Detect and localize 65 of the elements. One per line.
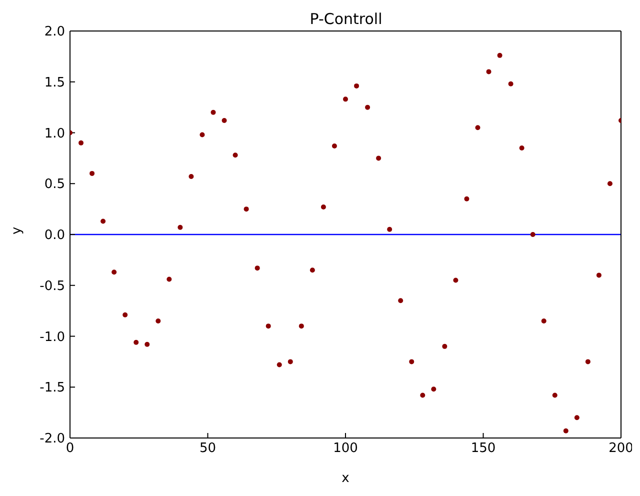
point (144, 342, 150, 347)
point (486, 69, 492, 74)
y-tick-label: 0.0 (44, 228, 65, 244)
point (90, 170, 95, 176)
point (210, 110, 216, 115)
point (112, 270, 117, 275)
point (497, 52, 502, 58)
point (134, 340, 139, 345)
point (310, 268, 315, 273)
point (354, 83, 360, 88)
point (596, 272, 602, 278)
point (343, 96, 348, 102)
point (519, 146, 524, 151)
point (298, 324, 304, 329)
y-tick-label: 1.0 (44, 126, 65, 142)
point (100, 218, 106, 224)
point (464, 196, 470, 202)
y-tick-label: -2.0 (40, 432, 65, 447)
point (387, 226, 392, 232)
point (563, 428, 568, 434)
point (156, 318, 161, 324)
y-tick-label: 1.5 (44, 75, 65, 90)
y-tick-label: 0.5 (44, 177, 65, 192)
point (166, 276, 172, 282)
point (254, 266, 260, 271)
point (453, 278, 458, 283)
x-axis-title: x (342, 471, 350, 486)
x-tick-label: 0 (66, 441, 74, 456)
point (475, 125, 480, 130)
point (431, 386, 436, 392)
point (244, 206, 249, 212)
point (398, 298, 404, 304)
x-tick-label: 150 (470, 441, 496, 456)
point (232, 152, 238, 158)
point (222, 118, 227, 124)
point (78, 140, 84, 146)
point (365, 104, 370, 110)
point (320, 204, 326, 210)
point (188, 174, 194, 180)
point (442, 344, 448, 349)
point (332, 143, 337, 148)
y-tick-label: -1.0 (40, 330, 65, 345)
y-tick-label: 2.0 (44, 24, 65, 40)
point (178, 224, 183, 230)
point (200, 132, 205, 138)
y-axis-title: y (10, 226, 25, 234)
point (607, 181, 612, 186)
point (585, 359, 590, 364)
y-tick-label: -0.5 (40, 278, 65, 294)
x-tick-label: 50 (199, 441, 216, 456)
point (574, 415, 580, 420)
point (276, 362, 282, 368)
point (530, 232, 536, 237)
y-tick-label: -1.5 (40, 380, 65, 396)
chart-title: P-Controll (308, 10, 384, 28)
point (552, 392, 558, 398)
point (288, 359, 293, 364)
point (409, 359, 414, 364)
x-tick-label: 100 (333, 441, 358, 456)
point (376, 156, 382, 161)
point (541, 318, 546, 324)
point (122, 312, 128, 318)
point (420, 392, 426, 398)
point (266, 324, 271, 329)
point (508, 81, 514, 86)
